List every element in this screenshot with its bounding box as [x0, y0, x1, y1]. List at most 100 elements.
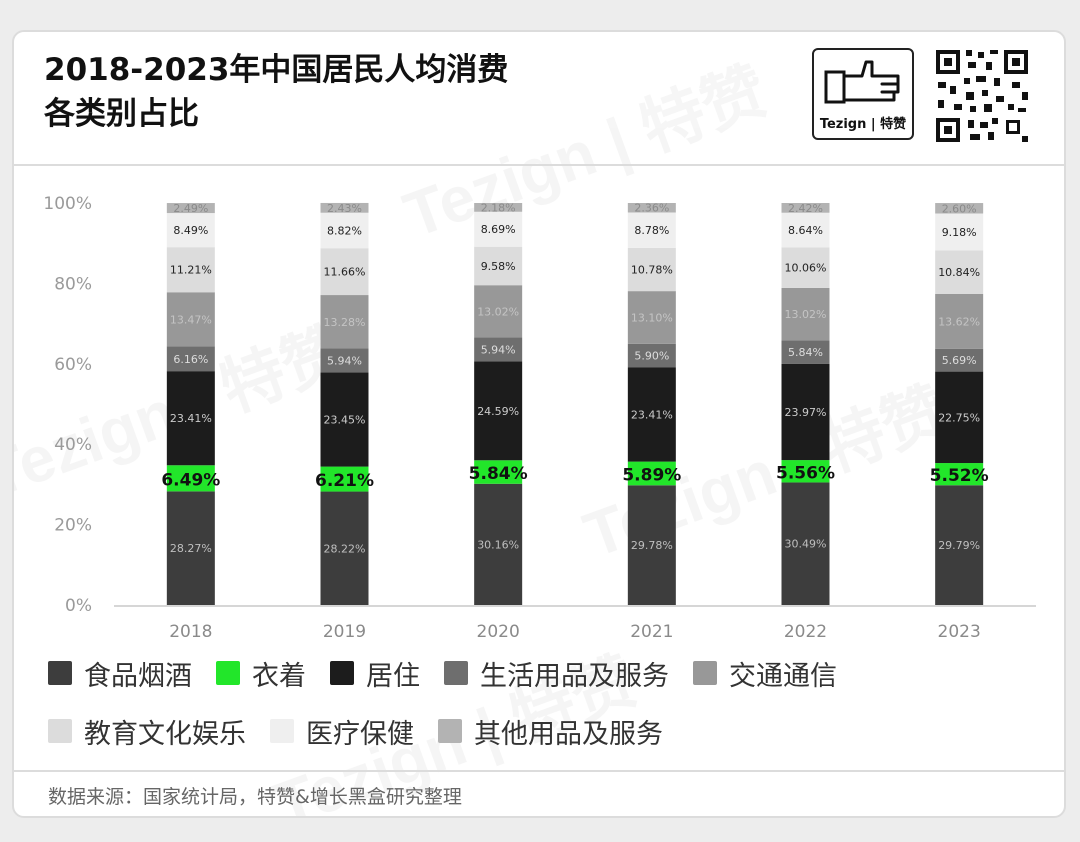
data-label: 9.18%: [942, 226, 977, 239]
bar-segment: [474, 337, 523, 362]
bar-segment: [474, 246, 523, 286]
tezign-logo: Tezign | 特赞: [812, 48, 914, 140]
thumbs-up-icon: [824, 60, 900, 104]
bar-segment: [166, 213, 215, 248]
bar-segment: [320, 248, 369, 296]
stacked-bar-chart: 0% 20% 40% 60% 80% 100% 28.27% 6.49% 23.41% 6.16%…: [43, 194, 1036, 642]
data-label: 5.84%: [788, 346, 823, 359]
data-label: 5.94%: [481, 343, 516, 356]
legend-swatch: [48, 719, 72, 743]
data-label: 29.78%: [631, 539, 673, 552]
bar-segment: [320, 295, 369, 349]
legend-swatch: [216, 661, 240, 685]
legend-item: 居住: [330, 652, 420, 694]
header: 2018-2023年中国居民人均消费 各类别占比 Tezign | 特赞: [14, 32, 1064, 166]
bar-segment: [781, 247, 830, 288]
data-label: 23.41%: [631, 409, 673, 422]
data-label: 6.16%: [173, 353, 208, 366]
bar-segment: [781, 287, 830, 341]
bar-segment: [320, 491, 369, 605]
data-label: 2.42%: [788, 202, 823, 215]
bar-segment: [320, 372, 369, 467]
footer: 数据来源：国家统计局，特赞&增长黑盒研究整理: [14, 770, 1064, 816]
bar-segment: [781, 212, 830, 248]
page-title: 2018-2023年中国居民人均消费 各类别占比: [44, 52, 509, 132]
bar-segment: [474, 285, 523, 338]
x-tick-label: 2021: [630, 622, 673, 642]
data-label: 5.56%: [776, 463, 835, 483]
bar-segment: [320, 202, 369, 213]
data-label: 22.75%: [938, 411, 980, 424]
legend-swatch: [330, 661, 354, 685]
bar-segment: [935, 250, 984, 294]
logo-text: Tezign | 特赞: [819, 117, 907, 132]
bar-segment: [474, 483, 523, 605]
data-label: 13.62%: [938, 315, 980, 328]
legend-swatch: [693, 661, 717, 685]
x-tick-label: 2020: [477, 622, 520, 642]
data-label: 8.49%: [173, 224, 208, 237]
x-tick-label: 2018: [169, 622, 212, 642]
data-label: 10.84%: [938, 266, 980, 279]
bar-segment: [627, 203, 676, 213]
legend-label: 医疗保健: [306, 718, 414, 750]
x-tick-label: 2019: [323, 622, 366, 642]
data-label: 5.84%: [469, 464, 528, 484]
data-label: 5.52%: [930, 466, 989, 486]
x-tick-label: 2022: [784, 622, 827, 642]
y-tick-label: 100%: [43, 194, 92, 214]
y-tick-label: 20%: [54, 516, 92, 536]
data-label: 11.66%: [324, 266, 366, 279]
bar-segment: [627, 212, 676, 248]
bar-segment: [166, 292, 215, 347]
legend: 食品烟酒 衣着 居住 生活用品及服务 交通通信 教育文化娱乐 医疗保健 其他用品及服务: [48, 652, 1038, 752]
bar-segment: [781, 482, 830, 605]
bar-segment: [627, 461, 676, 486]
chart-card: Tezign | 特赞 Tezign | 特赞 Tezign | 特赞 Tezi…: [12, 30, 1066, 818]
legend-label: 其他用品及服务: [474, 718, 663, 750]
y-tick-label: 0%: [65, 596, 92, 616]
bar-segment: [166, 491, 215, 605]
data-label: 13.02%: [785, 308, 827, 321]
bar-segment: [627, 367, 676, 462]
bar-segment: [781, 460, 830, 483]
bar-segment: [474, 361, 523, 461]
bar-segment: [935, 213, 984, 251]
bar-segment: [627, 247, 676, 292]
bar-segment: [781, 203, 830, 213]
data-label: 9.58%: [481, 260, 516, 273]
data-label: 30.16%: [477, 538, 519, 551]
bar-segment: [166, 203, 215, 214]
y-tick-label: 60%: [54, 355, 92, 375]
bar-segment: [320, 348, 369, 373]
data-label: 28.27%: [170, 542, 212, 555]
y-tick-label: 80%: [54, 274, 92, 294]
legend-swatch: [444, 661, 468, 685]
legend-swatch: [438, 719, 462, 743]
legend-item: 衣着: [216, 652, 306, 694]
data-label: 2.43%: [327, 202, 362, 215]
bar-segment: [781, 363, 830, 461]
legend-label: 食品烟酒: [84, 660, 192, 692]
data-label: 8.82%: [327, 224, 362, 237]
data-label: 10.78%: [631, 263, 673, 276]
legend-item: 医疗保健: [270, 710, 414, 752]
legend-swatch: [270, 719, 294, 743]
legend-label: 生活用品及服务: [480, 660, 669, 692]
legend-item: 其他用品及服务: [438, 710, 663, 752]
data-label: 13.47%: [170, 313, 212, 326]
bar-segment: [935, 203, 984, 214]
bar-segment: [166, 346, 215, 372]
legend-item: 教育文化娱乐: [48, 710, 246, 752]
qr-code-icon: [934, 48, 1030, 144]
bar-segment: [935, 485, 984, 605]
source-note: 数据来源：国家统计局，特赞&增长黑盒研究整理: [48, 786, 462, 808]
data-label: 8.64%: [788, 224, 823, 237]
bar-segment: [935, 348, 984, 372]
legend-label: 居住: [366, 660, 420, 692]
bar-segment: [627, 485, 676, 605]
data-label: 29.79%: [938, 539, 980, 552]
data-label: 24.59%: [477, 405, 519, 418]
data-label: 5.94%: [327, 354, 362, 367]
data-label: 28.22%: [324, 542, 366, 555]
